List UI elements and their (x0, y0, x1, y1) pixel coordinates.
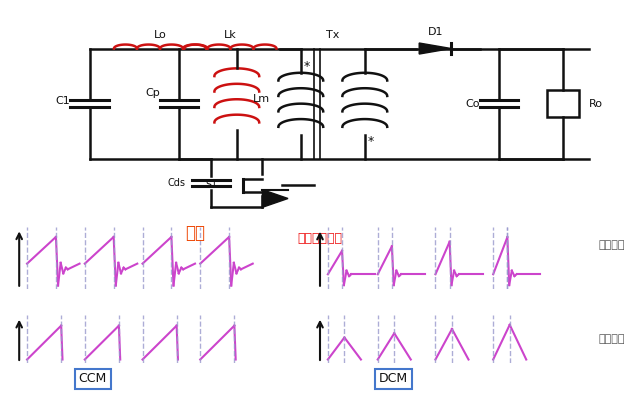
Text: Lm: Lm (253, 94, 270, 104)
Text: D1: D1 (428, 28, 443, 38)
Text: *: * (304, 60, 310, 73)
Text: Lo: Lo (154, 30, 166, 40)
Text: Cds: Cds (168, 178, 186, 188)
Text: 电流: 电流 (185, 224, 205, 241)
Text: Tx: Tx (326, 30, 339, 40)
Bar (547, 91, 579, 117)
Text: 实际电路模型: 实际电路模型 (298, 232, 342, 245)
Text: Cp: Cp (145, 88, 160, 97)
Polygon shape (262, 190, 288, 207)
Text: C1: C1 (56, 97, 70, 106)
Text: Ro: Ro (589, 99, 603, 109)
Text: S1: S1 (205, 180, 218, 190)
Text: CCM: CCM (79, 373, 107, 385)
Text: *: * (368, 135, 374, 148)
Text: Co: Co (465, 99, 480, 109)
Text: 理想波形: 理想波形 (598, 334, 625, 344)
Text: 实际波形: 实际波形 (598, 240, 625, 249)
Text: Lk: Lk (224, 30, 237, 40)
Text: DCM: DCM (379, 373, 408, 385)
Polygon shape (419, 43, 451, 54)
